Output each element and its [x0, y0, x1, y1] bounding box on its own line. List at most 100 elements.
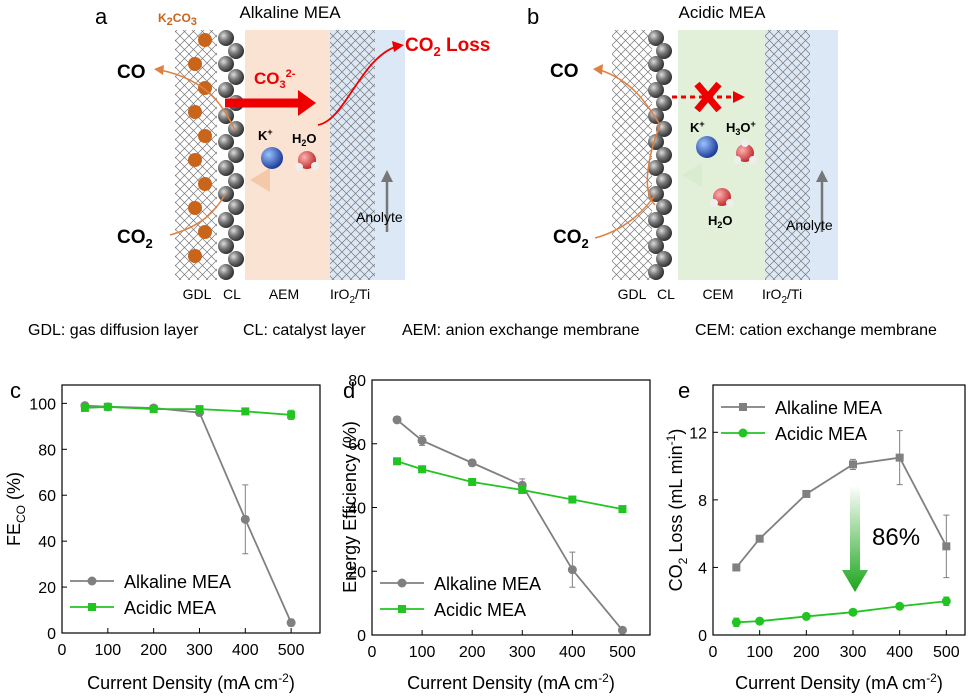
catalyst — [228, 173, 244, 189]
catalyst — [648, 212, 664, 228]
t: CO — [117, 227, 146, 248]
catalyst — [228, 225, 244, 241]
k-label: K+ — [690, 119, 705, 135]
catalyst — [218, 56, 234, 72]
product: CO — [550, 61, 579, 82]
panel-letter: e — [678, 378, 690, 403]
t: -2 — [926, 671, 937, 685]
reactant: CO2 — [553, 227, 589, 251]
h — [733, 156, 741, 164]
marker — [518, 485, 527, 494]
salt: K2CO3 — [158, 11, 197, 28]
product: CO — [117, 62, 146, 83]
catalyst — [228, 147, 244, 163]
layer: IrO2/Ti — [762, 286, 802, 306]
layer: CL — [657, 286, 675, 302]
t: Loss (mL min — [666, 445, 686, 557]
t: O — [306, 131, 316, 146]
catalyst — [228, 69, 244, 85]
t: K — [158, 11, 167, 25]
catalyst — [218, 264, 234, 280]
panel-title: Alkaline MEA — [239, 3, 341, 22]
t: -2 — [598, 671, 609, 685]
legend-label: Acidic MEA — [434, 600, 526, 620]
arrow-head — [298, 90, 316, 116]
catalyst — [218, 186, 234, 202]
marker — [149, 405, 158, 414]
catalyst — [656, 69, 672, 85]
t: FE — [4, 523, 24, 546]
layer: CEM — [702, 286, 733, 302]
panel-title: Acidic MEA — [679, 3, 767, 22]
layer: GDL — [183, 286, 212, 302]
carbonate — [188, 57, 202, 71]
marker — [568, 495, 577, 504]
t: O — [740, 120, 750, 135]
y-tick-label: 80 — [348, 373, 366, 390]
x-tick-label: 300 — [186, 642, 213, 659]
catalyst — [648, 238, 664, 254]
marker — [240, 514, 250, 524]
y-tick-label: 40 — [38, 534, 56, 551]
axis-labels: FECO (%) Energy Efficiency (%) CO2 Loss … — [4, 421, 690, 593]
t: ) — [666, 429, 686, 435]
t: 2 — [146, 236, 153, 251]
panel-letter: b — [527, 4, 539, 29]
arrow-head — [816, 170, 828, 182]
t: -2 — [278, 671, 289, 685]
t: 3 — [191, 16, 197, 28]
t: CO — [405, 35, 434, 56]
catalyst — [228, 121, 244, 137]
x-tick-label: 200 — [140, 642, 167, 659]
layer: AEM — [269, 286, 299, 302]
t: Loss — [441, 35, 491, 56]
h — [295, 163, 303, 171]
x-label: Current Density (mA cm-2) — [407, 671, 615, 693]
y-tick-label: 4 — [698, 560, 707, 577]
t: -1 — [664, 434, 678, 445]
legend-label: Alkaline MEA — [775, 398, 882, 418]
layer: CL — [223, 286, 241, 302]
t: Current Density (mA cm — [735, 673, 926, 693]
catalyst — [228, 251, 244, 267]
arrow-head — [250, 168, 270, 192]
marker — [618, 505, 627, 514]
y-tick-label: 0 — [47, 626, 56, 643]
marker — [738, 428, 748, 438]
t: ) — [289, 673, 295, 693]
marker — [195, 405, 204, 414]
t: Current Density (mA cm — [407, 673, 598, 693]
carbonate — [198, 225, 212, 239]
key: CEM: cation exchange membrane — [695, 322, 937, 339]
x-tick-label: 400 — [886, 644, 913, 661]
flow — [169, 194, 226, 236]
layer: GDL — [618, 286, 647, 302]
series-line — [396, 460, 623, 510]
frame — [712, 384, 966, 636]
t: (%) — [4, 472, 24, 505]
marker — [895, 601, 905, 611]
arrow-head — [154, 65, 164, 75]
ion-label: CO32- — [254, 68, 296, 91]
t: K — [258, 128, 268, 143]
y-label: Energy Efficiency (%) — [340, 421, 360, 593]
t: CO — [666, 564, 686, 591]
key: AEM: anion exchange membrane — [402, 322, 640, 339]
panel-letter: c — [10, 378, 21, 403]
k-ion — [261, 147, 283, 169]
t: IrO — [762, 286, 782, 302]
panel-letter: a — [95, 4, 108, 29]
marker — [418, 465, 427, 474]
anolyte: Anolyte — [356, 209, 403, 225]
marker — [849, 460, 857, 469]
t: + — [751, 119, 756, 129]
t: H — [726, 120, 735, 135]
carbonate — [198, 129, 212, 143]
catalyst — [218, 134, 234, 150]
x-tick-label: 400 — [232, 642, 259, 659]
t: H — [292, 131, 301, 146]
y-tick-label: 0 — [698, 628, 707, 645]
flow — [159, 69, 236, 131]
y-tick-label: 60 — [348, 437, 366, 454]
